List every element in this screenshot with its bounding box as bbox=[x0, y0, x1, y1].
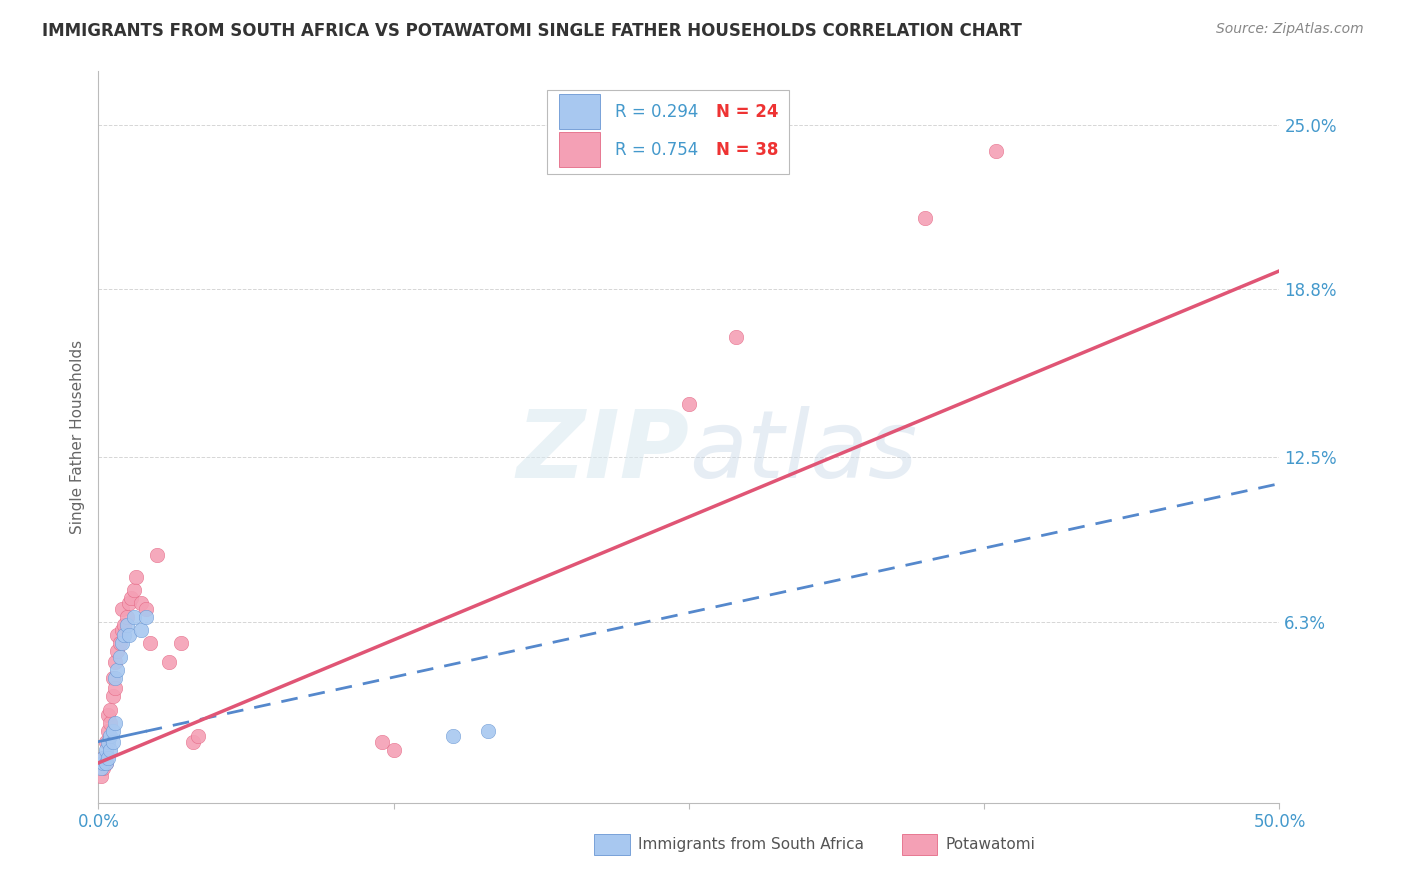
FancyBboxPatch shape bbox=[560, 132, 600, 167]
Point bbox=[108, 636, 131, 650]
FancyBboxPatch shape bbox=[595, 833, 630, 855]
Text: Immigrants from South Africa: Immigrants from South Africa bbox=[638, 837, 865, 852]
Text: R = 0.754: R = 0.754 bbox=[614, 141, 697, 159]
Point bbox=[104, 655, 127, 669]
Point bbox=[91, 761, 114, 775]
FancyBboxPatch shape bbox=[547, 90, 789, 174]
Point bbox=[112, 617, 135, 632]
Point bbox=[984, 144, 1007, 158]
Point bbox=[94, 756, 117, 770]
Point bbox=[112, 628, 135, 642]
Point bbox=[94, 734, 117, 748]
Point bbox=[91, 750, 114, 764]
Point bbox=[371, 734, 394, 748]
Point bbox=[91, 750, 114, 764]
Text: N = 24: N = 24 bbox=[716, 103, 779, 120]
Point bbox=[477, 723, 499, 738]
Point bbox=[97, 708, 120, 723]
Point bbox=[104, 671, 127, 685]
Point bbox=[187, 729, 209, 743]
Point bbox=[181, 734, 204, 748]
Point bbox=[129, 596, 152, 610]
Point bbox=[111, 636, 134, 650]
Point bbox=[104, 681, 127, 696]
Point bbox=[108, 649, 131, 664]
Point bbox=[135, 601, 157, 615]
Point bbox=[97, 750, 120, 764]
Point bbox=[90, 769, 112, 783]
Point bbox=[111, 623, 134, 637]
Point bbox=[441, 729, 464, 743]
Point bbox=[105, 663, 128, 677]
Point bbox=[139, 636, 162, 650]
Point bbox=[122, 609, 145, 624]
Point bbox=[101, 734, 124, 748]
Point bbox=[121, 591, 143, 605]
Point bbox=[90, 761, 112, 775]
Point bbox=[118, 628, 141, 642]
Text: R = 0.294: R = 0.294 bbox=[614, 103, 697, 120]
Point bbox=[94, 756, 117, 770]
Point bbox=[678, 397, 700, 411]
FancyBboxPatch shape bbox=[901, 833, 936, 855]
Point bbox=[122, 582, 145, 597]
Point bbox=[146, 549, 169, 563]
Point bbox=[98, 742, 121, 756]
Point bbox=[91, 756, 114, 770]
Text: ZIP: ZIP bbox=[516, 406, 689, 498]
Point bbox=[125, 570, 148, 584]
Point bbox=[97, 734, 120, 748]
Point bbox=[129, 623, 152, 637]
Point bbox=[118, 596, 141, 610]
Text: N = 38: N = 38 bbox=[716, 141, 779, 159]
Point bbox=[157, 655, 180, 669]
Point bbox=[725, 330, 748, 344]
Text: Potawatomi: Potawatomi bbox=[945, 837, 1035, 852]
Point bbox=[382, 742, 405, 756]
Point bbox=[98, 716, 121, 731]
Point bbox=[101, 723, 124, 738]
Point bbox=[94, 742, 117, 756]
Text: atlas: atlas bbox=[689, 406, 917, 497]
Point bbox=[98, 729, 121, 743]
Point bbox=[135, 609, 157, 624]
Y-axis label: Single Father Households: Single Father Households bbox=[69, 340, 84, 534]
Point bbox=[111, 601, 134, 615]
Point bbox=[97, 723, 120, 738]
Point bbox=[101, 671, 124, 685]
Point bbox=[115, 609, 138, 624]
Point bbox=[98, 703, 121, 717]
Point bbox=[101, 690, 124, 704]
Text: Source: ZipAtlas.com: Source: ZipAtlas.com bbox=[1216, 22, 1364, 37]
Point bbox=[170, 636, 193, 650]
Point bbox=[914, 211, 936, 225]
Point bbox=[105, 628, 128, 642]
Point bbox=[115, 617, 138, 632]
Point bbox=[104, 716, 127, 731]
Text: IMMIGRANTS FROM SOUTH AFRICA VS POTAWATOMI SINGLE FATHER HOUSEHOLDS CORRELATION : IMMIGRANTS FROM SOUTH AFRICA VS POTAWATO… bbox=[42, 22, 1022, 40]
FancyBboxPatch shape bbox=[560, 94, 600, 129]
Point bbox=[105, 644, 128, 658]
